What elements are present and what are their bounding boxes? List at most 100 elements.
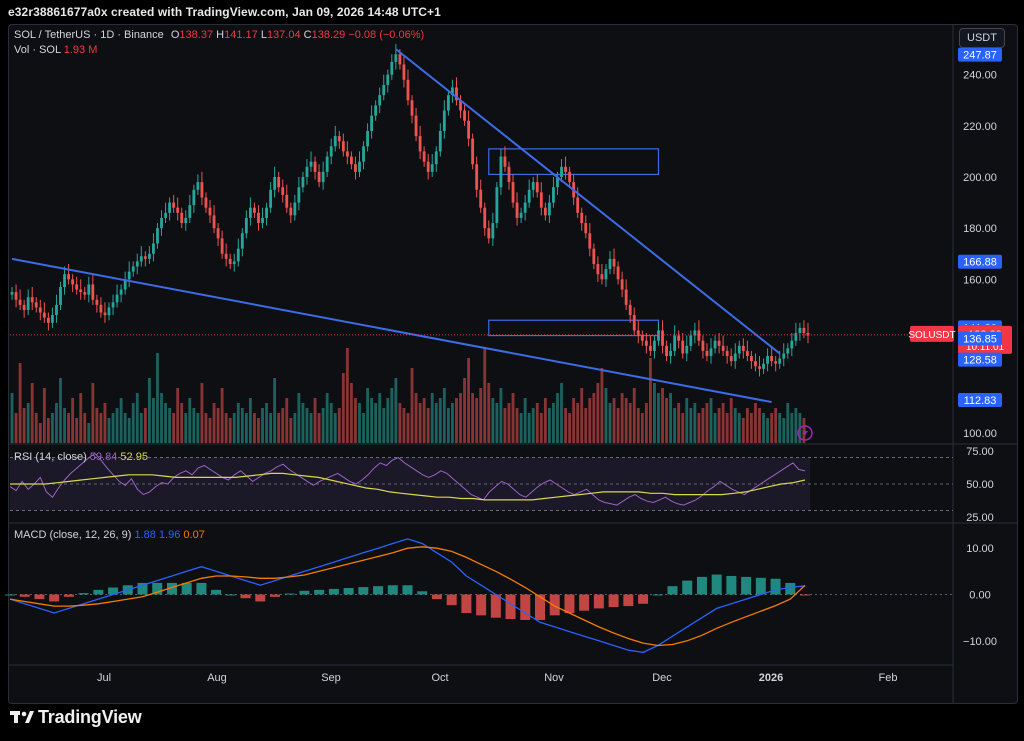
price-label-text: 128.58 xyxy=(963,355,997,367)
volume-bar xyxy=(309,413,313,443)
price-label-bg xyxy=(958,254,1002,269)
volume-bar xyxy=(208,418,212,443)
volume-bar xyxy=(216,408,220,443)
candle xyxy=(297,187,301,203)
volume-bar xyxy=(786,403,790,443)
histogram-bar xyxy=(19,594,30,597)
symbol-name: SOL / TetherUS · 1D · Binance xyxy=(14,29,164,41)
price-label-bg xyxy=(958,392,1002,407)
rsi-line xyxy=(9,452,806,506)
candle xyxy=(531,182,535,190)
candle xyxy=(426,161,430,172)
volume-legend[interactable]: Vol · SOL 1.93 M xyxy=(14,44,97,56)
candle xyxy=(438,130,442,152)
candle xyxy=(180,212,184,224)
volume-bar xyxy=(180,403,184,443)
volume-bar xyxy=(547,408,551,443)
candle xyxy=(337,136,341,142)
histogram-bar xyxy=(800,594,810,596)
volume-bar xyxy=(543,398,547,443)
candle xyxy=(689,335,693,346)
volume-bar xyxy=(228,418,232,443)
candle xyxy=(802,327,806,334)
volume-bar xyxy=(341,373,345,443)
candle xyxy=(547,202,551,216)
histogram-bar xyxy=(152,582,163,595)
volume-bar xyxy=(176,388,180,443)
histogram-bar xyxy=(446,594,457,606)
candle xyxy=(770,356,774,362)
candle xyxy=(491,223,495,239)
candle xyxy=(632,315,636,331)
candle xyxy=(657,330,660,341)
volume-bar xyxy=(733,408,737,443)
price-label-text: 247.87 xyxy=(963,50,997,62)
volume-bar xyxy=(572,398,576,443)
histogram-bar xyxy=(34,594,45,600)
candle xyxy=(564,166,567,172)
symbol-legend[interactable]: SOL / TetherUS · 1D · Binance O138.37 H1… xyxy=(14,29,424,41)
volume-bar xyxy=(673,408,677,443)
candle xyxy=(737,345,741,354)
volume-bar xyxy=(212,403,216,443)
volume-bar xyxy=(770,413,774,443)
candle xyxy=(147,253,151,259)
volume-bar xyxy=(644,403,648,443)
candle xyxy=(390,61,394,75)
candle xyxy=(184,217,188,224)
candle xyxy=(212,215,216,229)
histogram-bar xyxy=(652,594,663,596)
histogram-bar xyxy=(785,582,796,595)
rsi-ma-line xyxy=(10,472,806,501)
volume-bar xyxy=(127,418,131,443)
candle xyxy=(483,207,487,229)
rsi-label: RSI (14, close) xyxy=(14,451,87,463)
histogram-bar xyxy=(78,593,89,595)
currency-button[interactable]: USDT xyxy=(959,28,1005,48)
volume-bar xyxy=(143,408,147,443)
close-label: C xyxy=(303,29,312,41)
volume-bar xyxy=(378,393,382,443)
volume-bar xyxy=(442,388,446,443)
candle xyxy=(446,95,450,111)
volume-bar xyxy=(265,403,268,443)
macd-legend[interactable]: MACD (close, 12, 26, 9) 1.88 1.96 0.07 xyxy=(14,529,205,541)
volume-bar xyxy=(491,398,495,443)
candle xyxy=(192,189,196,206)
volume-bar xyxy=(273,378,277,443)
volume-bar xyxy=(592,393,596,443)
volume-bar xyxy=(677,403,681,443)
candle xyxy=(350,156,353,165)
price-label-bg xyxy=(958,47,1002,62)
volume-bar xyxy=(277,413,281,443)
candle xyxy=(535,182,539,193)
volume-bar xyxy=(697,413,701,443)
candle xyxy=(38,307,42,313)
candle xyxy=(398,54,402,65)
volume-bar xyxy=(661,388,664,443)
candle xyxy=(576,197,580,213)
histogram-bar xyxy=(137,582,148,595)
histogram-bar xyxy=(270,594,280,597)
histogram-bar xyxy=(535,594,545,620)
volume-bar xyxy=(467,358,470,443)
open-value: 138.37 xyxy=(179,29,214,41)
volume-bar xyxy=(354,398,357,443)
candle xyxy=(754,361,757,367)
histogram-bar xyxy=(638,594,649,604)
volume-bar xyxy=(79,393,83,443)
histogram-bar xyxy=(417,591,428,595)
candle xyxy=(127,271,131,280)
histogram-bar xyxy=(343,588,354,595)
price-label-bg xyxy=(958,331,1002,346)
macd-histogram xyxy=(5,574,810,620)
rsi-legend[interactable]: RSI (14, close) 59.84 52.95 xyxy=(14,451,148,463)
chart-canvas[interactable]: 240.00 220.00 200.00 180.00 160.00 100.00 247.… xyxy=(0,0,1024,704)
candle xyxy=(152,243,155,254)
histogram-bar xyxy=(284,593,295,595)
volume-bar xyxy=(366,388,369,443)
symbol-tag-label: SOLUSDT xyxy=(908,330,955,341)
volume-bar xyxy=(123,413,127,443)
volume-bar xyxy=(745,408,749,443)
candle xyxy=(467,120,470,139)
